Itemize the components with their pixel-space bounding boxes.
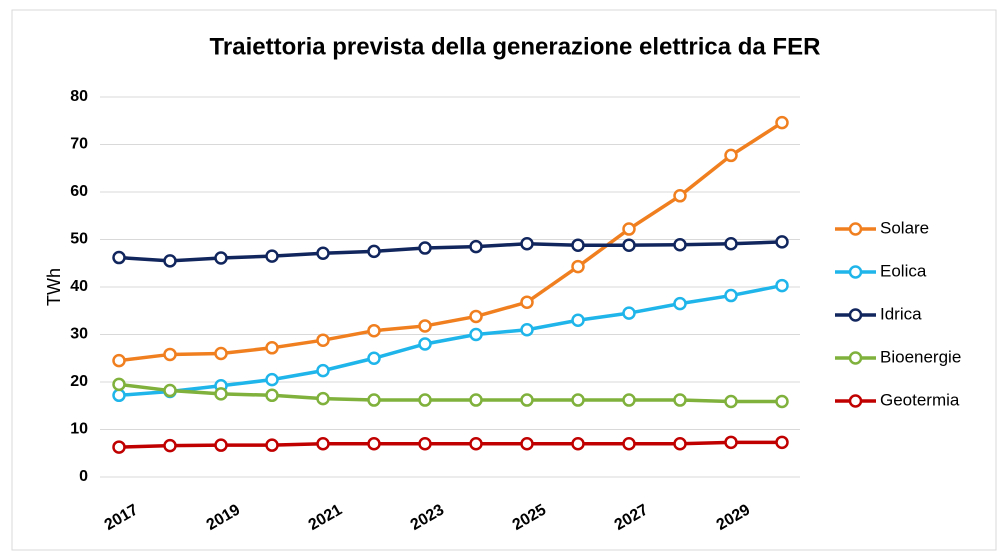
point — [367, 393, 381, 407]
point — [316, 391, 330, 406]
point — [571, 437, 585, 451]
y-tick-label: 40 — [70, 278, 88, 295]
chart-title: Traiettoria prevista della generazione e… — [210, 33, 821, 60]
point — [622, 437, 636, 451]
point — [724, 237, 738, 251]
point — [163, 383, 177, 398]
legend-label: Idrica — [880, 304, 922, 323]
point — [520, 323, 534, 337]
point — [469, 239, 483, 254]
point — [520, 437, 534, 451]
point — [775, 394, 789, 409]
legend-marker — [848, 308, 863, 322]
legend-label: Solare — [880, 218, 929, 237]
point — [112, 440, 126, 454]
point — [214, 346, 228, 361]
point — [673, 296, 687, 311]
legend-marker — [848, 351, 863, 365]
point — [112, 250, 126, 265]
point — [265, 249, 279, 263]
point — [673, 189, 687, 203]
point — [673, 237, 687, 252]
y-tick-label: 80 — [70, 88, 88, 105]
point — [469, 327, 483, 342]
legend-marker — [848, 394, 863, 408]
y-tick-label: 20 — [70, 373, 88, 390]
point — [214, 251, 228, 265]
point — [775, 435, 789, 450]
y-tick-label: 30 — [70, 326, 88, 343]
point — [418, 337, 432, 351]
point — [775, 278, 789, 293]
y-tick-label: 70 — [70, 136, 88, 153]
point — [214, 438, 228, 452]
point — [316, 333, 330, 347]
point — [367, 437, 381, 451]
point — [418, 437, 432, 451]
point — [418, 319, 432, 333]
series-line — [118, 121, 783, 363]
point — [520, 393, 534, 407]
point — [673, 437, 687, 451]
point — [265, 372, 279, 387]
y-tick-label: 10 — [70, 421, 88, 438]
point — [418, 393, 432, 407]
point — [316, 437, 330, 451]
point — [571, 259, 585, 274]
point — [469, 437, 483, 451]
point — [418, 241, 432, 255]
point — [520, 295, 534, 309]
point — [265, 341, 279, 355]
series-line — [118, 283, 783, 398]
point — [316, 363, 330, 378]
y-tick-label: 50 — [70, 231, 88, 248]
point — [112, 353, 126, 368]
point — [316, 246, 330, 261]
point — [367, 323, 381, 338]
legend-marker — [848, 222, 863, 236]
legend-marker — [848, 265, 863, 279]
point — [265, 438, 279, 452]
legend-label: Bioenergie — [880, 347, 961, 366]
y-axis-label: TWh — [44, 268, 64, 306]
point — [622, 306, 636, 320]
series-line — [118, 440, 782, 449]
point — [571, 313, 585, 327]
point — [469, 393, 483, 407]
point — [520, 237, 534, 251]
point — [622, 393, 636, 407]
point — [571, 393, 585, 407]
point — [775, 115, 789, 130]
point — [775, 235, 789, 249]
point — [724, 394, 738, 409]
point — [673, 393, 687, 407]
point — [622, 222, 636, 236]
point — [571, 238, 585, 252]
series-line — [118, 382, 782, 404]
point — [724, 435, 738, 450]
point — [163, 347, 177, 362]
legend-label: Geotermia — [880, 390, 960, 409]
y-tick-label: 0 — [79, 468, 88, 485]
legend-label: Eolica — [880, 261, 927, 280]
point — [622, 238, 636, 252]
point — [214, 387, 228, 401]
point — [112, 388, 126, 403]
point — [367, 351, 381, 365]
point — [724, 288, 738, 303]
point — [163, 438, 177, 453]
point — [724, 148, 738, 163]
point — [469, 309, 483, 324]
series-line — [118, 240, 783, 263]
chart-frame — [11, 9, 997, 551]
point — [112, 377, 126, 392]
point — [163, 254, 177, 268]
point — [367, 244, 381, 259]
y-tick-label: 60 — [70, 183, 88, 200]
point — [265, 388, 279, 403]
